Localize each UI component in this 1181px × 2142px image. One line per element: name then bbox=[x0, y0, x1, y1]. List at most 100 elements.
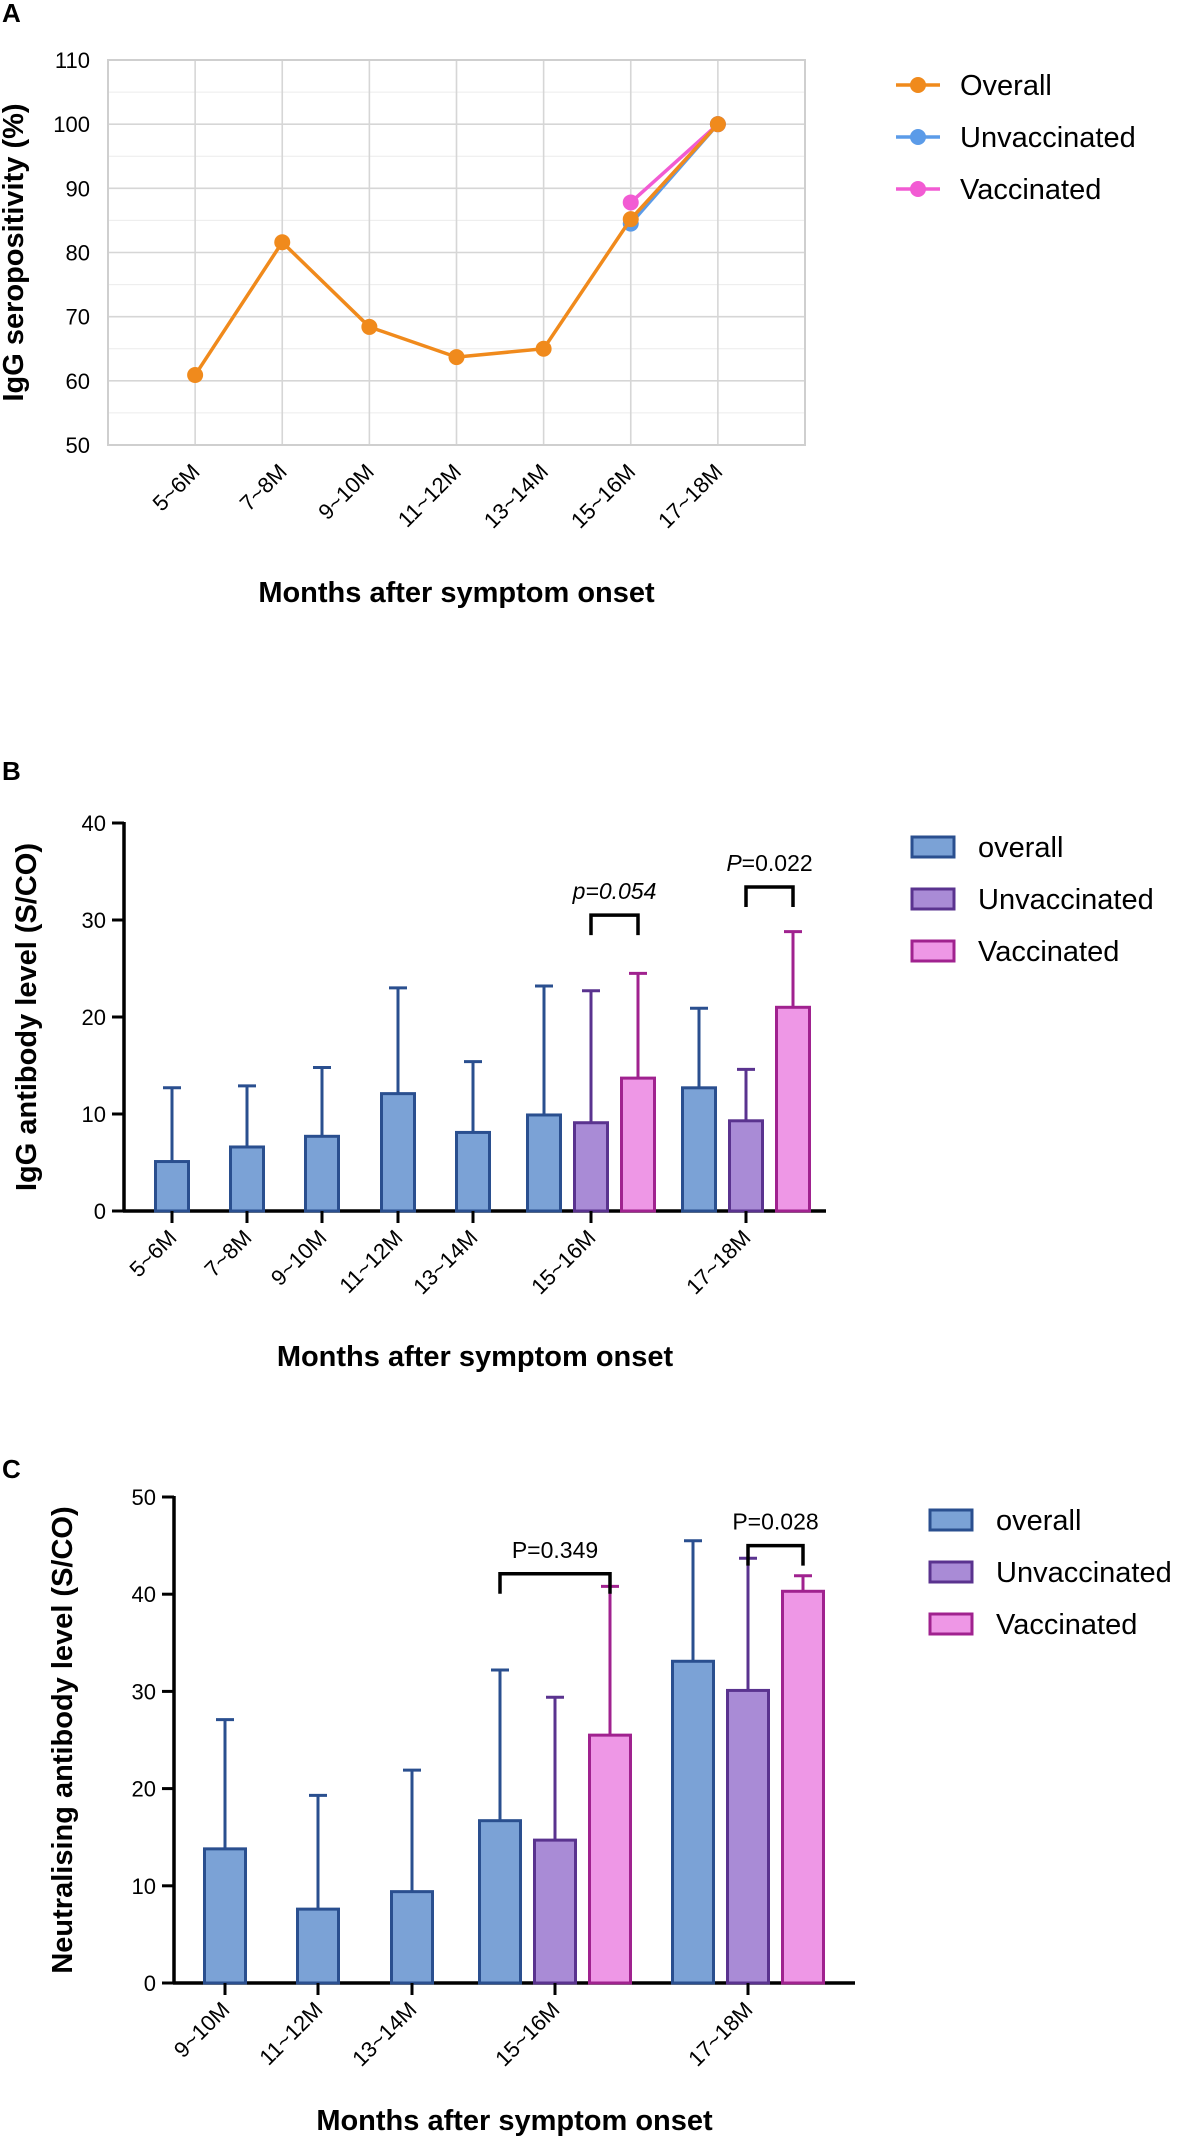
legend-label-unvaccinated: Unvaccinated bbox=[996, 1557, 1172, 1589]
y-tick-label: 80 bbox=[66, 241, 90, 266]
x-tick-label: 17~18M bbox=[653, 459, 727, 533]
series-line-vaccinated bbox=[629, 122, 720, 204]
bar-vaccinated-17-18m bbox=[781, 1589, 825, 1985]
bar-unvaccinated-15-16m bbox=[533, 1838, 577, 1985]
y-axis-title: IgG antibody level (S/CO) bbox=[11, 843, 43, 1191]
x-axis-title: Months after symptom onset bbox=[277, 1341, 674, 1373]
y-tick-label: 50 bbox=[132, 1485, 156, 1510]
x-tick-label: 9~10M bbox=[266, 1225, 332, 1291]
bar-overall-5-6m bbox=[154, 1160, 190, 1213]
bar-overall-17-18m bbox=[671, 1659, 715, 1985]
y-tick-label: 70 bbox=[66, 305, 90, 330]
panel-a-line-chart: 50 60 70 80 90 100 110 5~6M 7~8M 9~10M 11~12M 13~14… bbox=[0, 48, 1136, 609]
bar-overall-13-14m bbox=[390, 1890, 434, 1985]
y-tick-label: 30 bbox=[82, 908, 106, 933]
bar-unvaccinated-17-18m bbox=[728, 1119, 764, 1213]
panel-b-letter: B bbox=[2, 756, 21, 786]
bar-unvaccinated-15-16m bbox=[573, 1121, 609, 1213]
panel-c-letter: C bbox=[2, 1454, 21, 1484]
x-tick-label: 9~10M bbox=[313, 459, 379, 525]
bar-overall-17-18m bbox=[681, 1086, 717, 1213]
y-tick-label: 40 bbox=[132, 1582, 156, 1607]
x-tick-label: 7~8M bbox=[235, 459, 292, 516]
bar-vaccinated-15-16m bbox=[620, 1076, 656, 1213]
p-value-prefix: P bbox=[726, 850, 742, 876]
legend-swatch-overall bbox=[928, 1508, 974, 1532]
bar-overall-13-14m bbox=[455, 1130, 491, 1213]
y-tick-label: 50 bbox=[66, 433, 90, 458]
legend-swatch-unvaccinated bbox=[928, 1560, 974, 1584]
panel-a-letter: A bbox=[2, 0, 21, 28]
x-tick-label: 17~18M bbox=[683, 1997, 757, 2071]
bar-vaccinated-17-18m bbox=[775, 1005, 811, 1213]
legend-label-overall: overall bbox=[978, 832, 1063, 864]
p-value-text: =0.022 bbox=[742, 850, 813, 876]
x-tick-label: 15~16M bbox=[526, 1225, 600, 1299]
x-tick-label: 7~8M bbox=[200, 1225, 257, 1282]
data-point-overall bbox=[187, 367, 204, 384]
x-tick-label: 13~14M bbox=[347, 1997, 421, 2071]
y-tick-label: 20 bbox=[82, 1005, 106, 1030]
legend-label-unvaccinated: Unvaccinated bbox=[978, 884, 1154, 916]
y-tick-label: 100 bbox=[53, 112, 90, 137]
x-tick-label: 15~16M bbox=[566, 459, 640, 533]
significance-bracket bbox=[746, 1543, 805, 1566]
y-axis-title: IgG seropositivity (%) bbox=[0, 103, 30, 401]
x-tick-label: 11~12M bbox=[393, 459, 466, 532]
bar-overall-15-16m bbox=[526, 1113, 562, 1213]
significance-bracket bbox=[589, 913, 640, 936]
legend-swatch-vaccinated bbox=[910, 939, 956, 963]
p-value-label: p=0.054 bbox=[572, 878, 657, 904]
legend-label-vaccinated: Vaccinated bbox=[996, 1609, 1137, 1641]
x-tick-label: 5~6M bbox=[125, 1225, 182, 1282]
panel-b-bar-chart: 0 10 20 30 40 5~6M 7~8M 9~10M 11~12M 13~14M 15~16M… bbox=[11, 811, 1154, 1373]
legend-marker-unvaccinated bbox=[910, 129, 926, 145]
data-point-overall bbox=[361, 318, 378, 335]
y-axis-title: Neutralising antibody level (S/CO) bbox=[47, 1506, 79, 1973]
bar-overall-15-16m bbox=[478, 1819, 522, 1985]
data-point-overall bbox=[448, 349, 465, 366]
x-axis-title: Months after symptom onset bbox=[258, 577, 655, 609]
bar-overall-9-10m bbox=[304, 1134, 340, 1213]
p-value-label: P=0.028 bbox=[732, 1509, 818, 1535]
y-tick-label: 0 bbox=[144, 1971, 156, 1996]
y-tick-label: 10 bbox=[132, 1874, 156, 1899]
x-tick-label: 9~10M bbox=[169, 1997, 235, 2063]
data-point-vaccinated bbox=[622, 194, 639, 211]
y-tick-label: 110 bbox=[55, 48, 90, 73]
bar-overall-11-12m bbox=[296, 1907, 340, 1985]
y-tick-label: 60 bbox=[66, 369, 90, 394]
legend-swatch-vaccinated bbox=[928, 1612, 974, 1636]
data-point-overall bbox=[274, 234, 291, 251]
p-value-label: P=0.349 bbox=[512, 1537, 598, 1563]
legend-label-vaccinated: Vaccinated bbox=[960, 174, 1101, 206]
legend-marker-vaccinated bbox=[910, 181, 926, 197]
significance-bracket bbox=[498, 1572, 612, 1594]
x-axis-title: Months after symptom onset bbox=[316, 2105, 713, 2137]
bar-overall-11-12m bbox=[380, 1092, 416, 1213]
legend-label-overall: overall bbox=[996, 1505, 1081, 1537]
x-tick-label: 13~14M bbox=[479, 459, 553, 533]
data-point-overall bbox=[535, 340, 552, 357]
y-tick-label: 10 bbox=[82, 1102, 106, 1127]
y-tick-label: 20 bbox=[132, 1777, 156, 1802]
data-point-overall bbox=[622, 211, 639, 228]
x-tick-label: 11~12M bbox=[334, 1225, 407, 1298]
legend-marker-overall bbox=[910, 77, 926, 93]
legend-label-overall: Overall bbox=[960, 70, 1052, 102]
legend-label-vaccinated: Vaccinated bbox=[978, 936, 1119, 968]
legend-swatch-unvaccinated bbox=[910, 887, 956, 911]
legend-label-unvaccinated: Unvaccinated bbox=[960, 122, 1136, 154]
x-tick-label: 13~14M bbox=[408, 1225, 482, 1299]
x-tick-label: 11~12M bbox=[254, 1997, 327, 2070]
panel-c-bar-chart: 0 10 20 30 40 50 9~10M 11~12M 13~14M 15~16M 17~18M… bbox=[47, 1485, 1172, 2137]
y-tick-label: 40 bbox=[82, 811, 106, 836]
bar-overall-7-8m bbox=[229, 1145, 265, 1213]
significance-bracket bbox=[744, 885, 795, 908]
x-tick-label: 15~16M bbox=[490, 1997, 564, 2071]
y-tick-label: 90 bbox=[66, 176, 90, 201]
data-point-overall bbox=[709, 116, 726, 133]
bar-vaccinated-15-16m bbox=[588, 1733, 632, 1985]
legend-swatch-overall bbox=[910, 835, 956, 859]
